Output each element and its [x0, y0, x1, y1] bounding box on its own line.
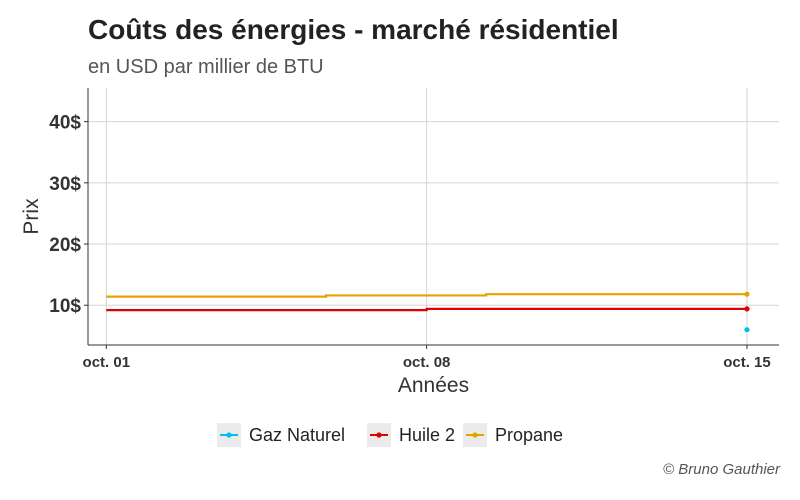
- series-point-propane: [744, 291, 750, 297]
- chart-subtitle: en USD par millier de BTU: [88, 56, 324, 78]
- legend-item-propane: Propane: [463, 423, 563, 447]
- y-tick-label-3: 40$: [49, 113, 81, 134]
- grid-lines: [88, 88, 779, 345]
- series-line-huile-2: [106, 307, 747, 312]
- legend-key-point: [472, 432, 478, 438]
- legend-item-gaz-naturel: Gaz Naturel: [217, 423, 345, 447]
- y-tick-label-2: 30$: [49, 174, 81, 195]
- legend: Gaz Naturel Huile 2 Propane: [217, 423, 563, 447]
- chart-title: Coûts des énergies - marché résidentiel: [88, 14, 619, 45]
- legend-key-point: [226, 432, 232, 438]
- y-tick-label-1: 20$: [49, 235, 81, 256]
- legend-label: Gaz Naturel: [249, 425, 345, 445]
- series-point-gaz-naturel: [744, 327, 750, 333]
- x-tick-label-1: oct. 08: [403, 354, 451, 371]
- chart-caption: © Bruno Gauthier: [663, 461, 780, 478]
- series-line-propane: [106, 293, 747, 298]
- series-layer: [106, 291, 750, 333]
- x-tick-label-0: oct. 01: [83, 354, 131, 371]
- legend-item-huile-2: Huile 2: [367, 423, 455, 447]
- x-tick-label-2: oct. 15: [723, 354, 771, 371]
- y-tick-labels: 10$ 20$ 30$ 40$: [49, 113, 88, 317]
- y-axis-title: Prix: [20, 198, 43, 235]
- x-axis-title: Années: [398, 374, 469, 397]
- legend-key-point: [376, 432, 382, 438]
- legend-label: Propane: [495, 425, 563, 445]
- series-point-huile-2: [744, 306, 750, 312]
- y-tick-label-0: 10$: [49, 296, 81, 317]
- x-tick-labels: oct. 01 oct. 08 oct. 15: [83, 345, 771, 371]
- legend-label: Huile 2: [399, 425, 455, 445]
